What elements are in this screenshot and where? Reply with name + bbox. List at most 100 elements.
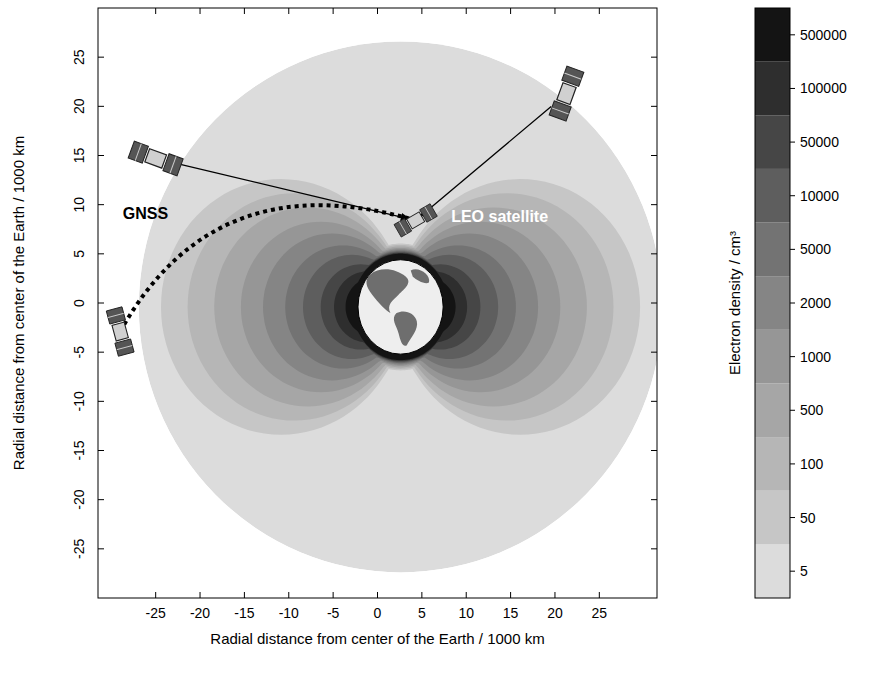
y-tick (651, 401, 657, 402)
x-tick (377, 592, 378, 598)
satellite-body (145, 149, 167, 168)
panel-line (108, 313, 124, 317)
panel-line (117, 346, 133, 350)
satellites (106, 66, 584, 356)
y-tick (98, 401, 104, 402)
colorbar-band (755, 544, 790, 598)
colorbar-tick-label: 50000 (800, 134, 839, 150)
y-tick-label: 25 (71, 49, 87, 65)
y-tick (98, 303, 104, 304)
x-tick (244, 592, 245, 598)
y-tick-label: 5 (71, 250, 87, 258)
y-tick-label: -15 (71, 440, 87, 460)
solar-panel (549, 101, 571, 121)
colorbar-tick-label: 50 (800, 510, 816, 526)
annotation: GNSS (123, 205, 169, 222)
panel-line (170, 156, 176, 173)
colorbar-band (755, 437, 790, 491)
y-tick (651, 303, 657, 304)
colorbar-tick (790, 34, 795, 35)
colorbar-band (755, 62, 790, 116)
solar-panel (128, 141, 148, 163)
y-tick (98, 548, 104, 549)
y-tick (98, 450, 104, 451)
colorbar-tick (790, 303, 795, 304)
colorbar-band (755, 383, 790, 437)
y-tick (98, 352, 104, 353)
colorbar-tick (790, 571, 795, 572)
chart: -25-20-15-10-50510152025-25-20-15-10-505… (0, 0, 878, 674)
y-tick (651, 155, 657, 156)
continent (411, 269, 429, 283)
colorbar-tick-label: 1000 (800, 349, 831, 365)
x-tick (421, 8, 422, 14)
x-tick (421, 592, 422, 598)
colorbar-tick (790, 88, 795, 89)
colorbar-tick (790, 249, 795, 250)
colorbar-tick (790, 463, 795, 464)
x-tick-label: 25 (592, 605, 608, 621)
x-tick (200, 8, 201, 14)
occultation-path (120, 205, 415, 331)
y-tick (98, 499, 104, 500)
panel-line (564, 73, 581, 79)
x-tick (155, 8, 156, 14)
colorbar-tick-label: 100000 (800, 80, 847, 96)
contour-band (334, 253, 467, 361)
x-tick (510, 592, 511, 598)
panel-line (399, 222, 406, 234)
y-tick (98, 204, 104, 205)
x-tick (510, 8, 511, 14)
x-tick-label: -5 (327, 605, 340, 621)
axes: -25-20-15-10-50510152025-25-20-15-10-505… (71, 8, 657, 621)
solar-panel (163, 154, 183, 176)
y-tick-label: 20 (71, 98, 87, 114)
y-tick-label: -20 (71, 489, 87, 509)
colorbar-tick-label: 500000 (800, 27, 847, 43)
contour-band (188, 193, 614, 420)
y-tick-label: -25 (71, 539, 87, 559)
y-axis-title: Radial distance from center of the Earth… (10, 136, 27, 470)
colorbar-band (755, 491, 790, 545)
contours (139, 41, 657, 572)
colorbar-tick-label: 2000 (800, 295, 831, 311)
x-tick-label: 0 (374, 605, 382, 621)
y-tick (651, 499, 657, 500)
y-tick (651, 204, 657, 205)
solar-panel (115, 339, 134, 356)
colorbar-band (755, 115, 790, 169)
colorbar-band (755, 169, 790, 223)
colorbar-frame (755, 8, 790, 598)
plot-area (139, 41, 657, 572)
colorbar-tick (790, 410, 795, 411)
y-tick (651, 352, 657, 353)
signal-arrow (420, 106, 551, 216)
y-tick-label: 0 (71, 299, 87, 307)
x-tick-label: -20 (190, 605, 210, 621)
x-tick (599, 592, 600, 598)
x-tick-label: 15 (503, 605, 519, 621)
solar-panel (394, 219, 412, 237)
colorbar-tick (790, 195, 795, 196)
x-tick-label: -15 (234, 605, 254, 621)
contour-band (263, 234, 538, 381)
colorbar-tick-label: 5000 (800, 241, 831, 257)
x-tick (466, 8, 467, 14)
x-tick (599, 8, 600, 14)
contour-band (346, 254, 456, 360)
x-tick (288, 8, 289, 14)
colorbar: 5501005001000200050001000050000100000500… (726, 8, 847, 598)
colorbar-band (755, 8, 790, 62)
x-tick (200, 592, 201, 598)
panel-line (552, 108, 569, 114)
continent (366, 269, 408, 313)
satellite-icon (128, 141, 183, 176)
x-tick-label: 10 (458, 605, 474, 621)
x-tick-label: 5 (418, 605, 426, 621)
x-tick (155, 592, 156, 598)
contour-band (139, 41, 657, 572)
earth-globe (358, 260, 443, 354)
colorbar-tick-label: 500 (800, 402, 824, 418)
earth (358, 260, 443, 354)
contour-band (241, 222, 560, 393)
